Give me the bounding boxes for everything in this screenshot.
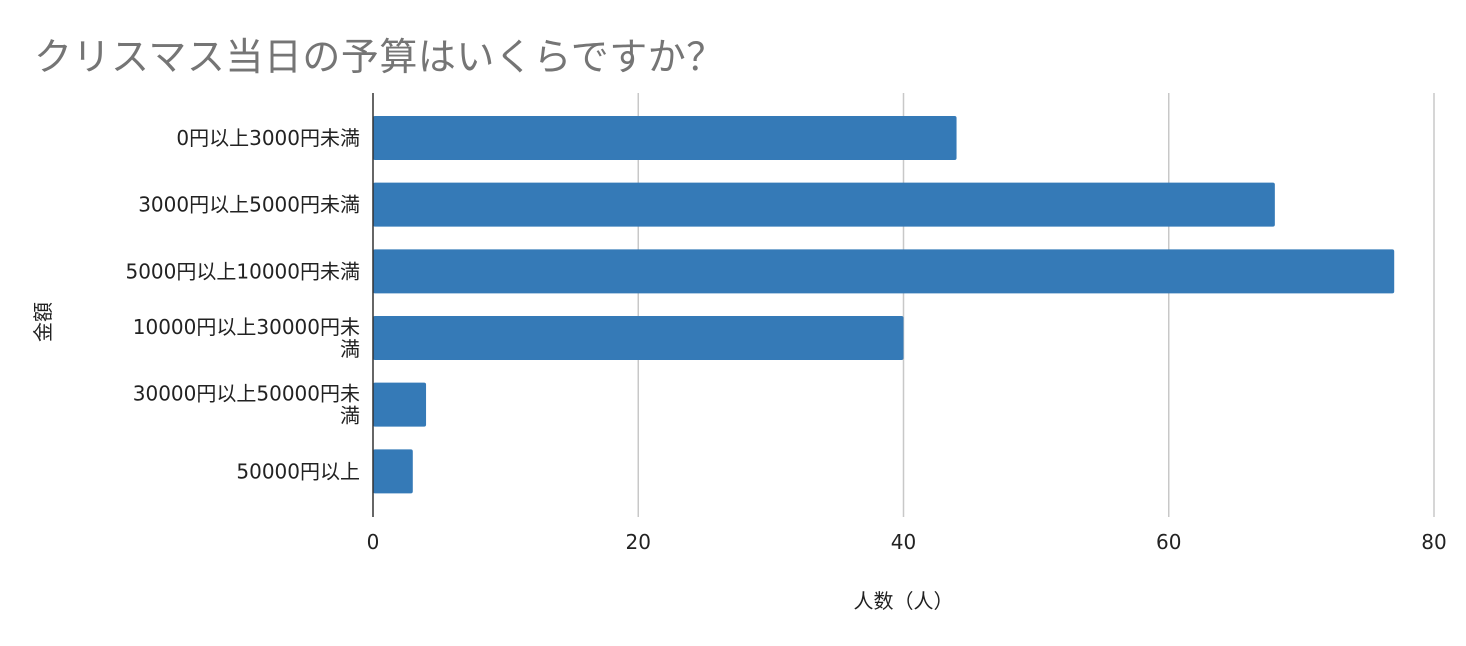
bar bbox=[373, 249, 1395, 294]
x-tick-label: 20 bbox=[626, 530, 651, 554]
x-axis-title: 人数（人） bbox=[854, 589, 954, 613]
x-tick-label: 0 bbox=[367, 530, 380, 554]
chart-title: クリスマス当日の予算はいくらですか？ bbox=[34, 35, 725, 79]
bar bbox=[373, 116, 957, 160]
category-label: 30000円以上50000円未 bbox=[133, 382, 360, 406]
x-tick-label: 80 bbox=[1421, 530, 1446, 554]
category-label: 50000円以上 bbox=[236, 459, 360, 483]
bars bbox=[373, 116, 1395, 494]
x-tick-label: 60 bbox=[1156, 530, 1181, 554]
category-label: 0円以上3000円未満 bbox=[176, 126, 360, 150]
x-tick-label: 40 bbox=[891, 530, 916, 554]
category-label: 5000円以上10000円未満 bbox=[125, 259, 360, 283]
y-axis-categories: 0円以上3000円未満 3000円以上5000円未満 5000円以上10000円未満… bbox=[125, 126, 360, 483]
y-axis-title: 金額 bbox=[31, 302, 55, 342]
category-label: 満 bbox=[340, 404, 360, 428]
x-axis-ticks: 0 20 40 60 80 bbox=[367, 530, 1447, 554]
category-label: 3000円以上5000円未満 bbox=[138, 193, 360, 217]
bar bbox=[373, 182, 1275, 227]
bar bbox=[373, 316, 904, 361]
bar bbox=[373, 449, 413, 494]
category-label: 10000円以上30000円未 bbox=[133, 315, 360, 339]
grid-lines bbox=[637, 93, 1435, 517]
category-label: 満 bbox=[340, 337, 360, 361]
bar bbox=[373, 382, 427, 427]
